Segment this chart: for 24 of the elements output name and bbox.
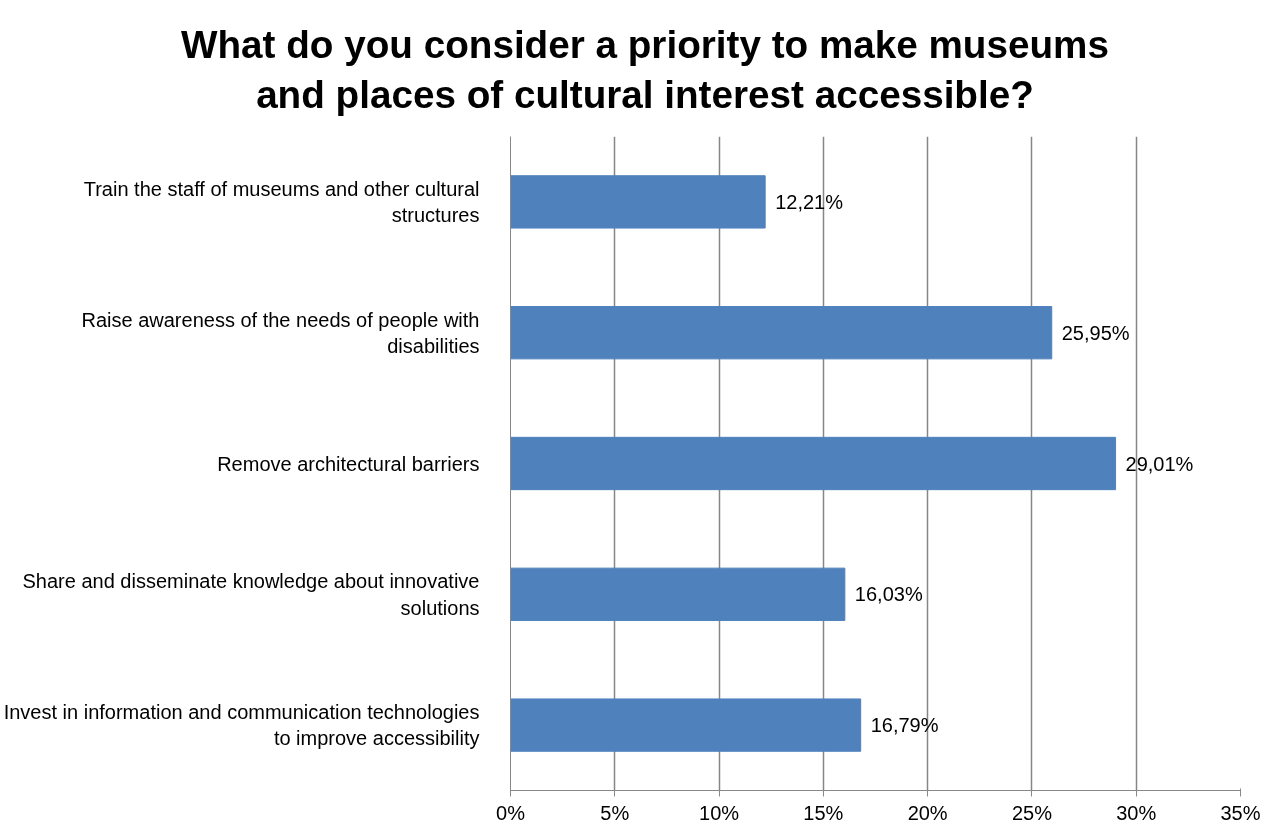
y-tick-label: Remove architectural barriers bbox=[217, 452, 480, 475]
data-label: 16,79% bbox=[870, 713, 939, 736]
y-tick-label: Invest in information and communication technologies to improve accessibility bbox=[3, 700, 480, 749]
bar bbox=[510, 305, 1053, 359]
x-tick-label: 20% bbox=[907, 801, 948, 824]
y-tick-label: Raise awareness of the needs of people with disabilities bbox=[81, 308, 480, 357]
chart-title: What do you consider a priority to make museums and places of cultural interest accessible? bbox=[181, 22, 1109, 119]
x-tick-label: 10% bbox=[699, 801, 740, 824]
x-tick-label: 15% bbox=[803, 801, 844, 824]
x-tick-label: 0% bbox=[496, 801, 526, 824]
data-label: 12,21% bbox=[775, 190, 844, 213]
x-tick-label: 35% bbox=[1220, 801, 1261, 824]
y-tick-label: Train the staff of museums and other cultural structures bbox=[83, 177, 480, 226]
x-tick-label: 25% bbox=[1011, 801, 1053, 824]
y-tick-label: Share and disseminate knowledge about innovative solutions bbox=[22, 569, 480, 619]
x-tick-label: 30% bbox=[1116, 801, 1157, 824]
data-label: 16,03% bbox=[854, 582, 923, 605]
bar bbox=[510, 567, 846, 621]
x-tick-label: 5% bbox=[600, 801, 630, 824]
data-label: 25,95% bbox=[1061, 321, 1130, 344]
bar bbox=[510, 436, 1117, 490]
bar bbox=[510, 174, 766, 229]
data-label: 29,01% bbox=[1125, 452, 1194, 475]
bar bbox=[510, 697, 862, 752]
